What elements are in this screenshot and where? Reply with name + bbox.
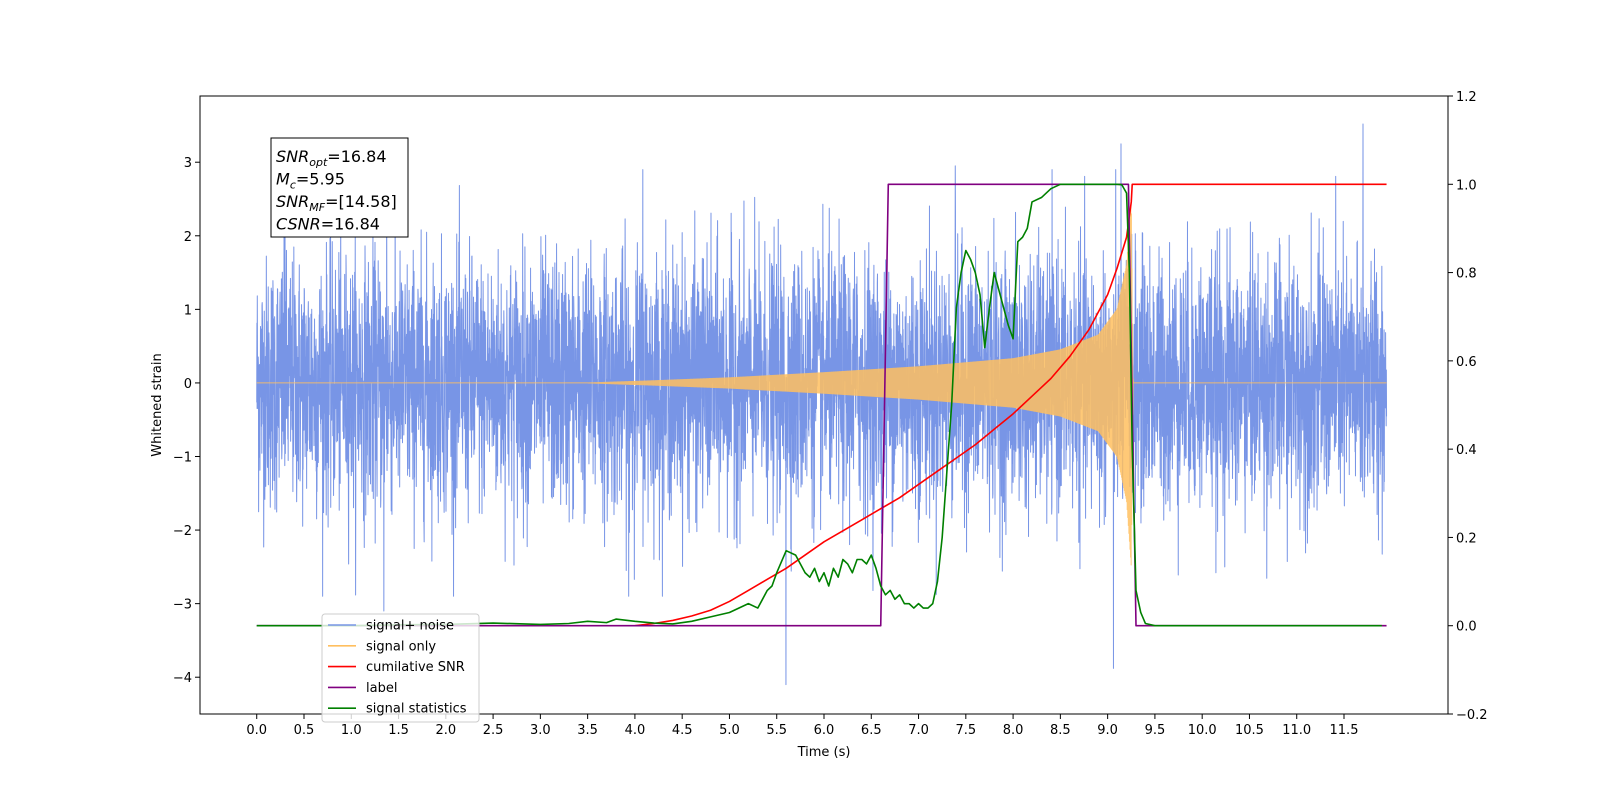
legend-entry: signal statistics: [366, 702, 467, 717]
y-tick-label: −1: [173, 451, 192, 466]
info-value: =16.84: [321, 215, 380, 234]
x-tick-label: 5.0: [719, 723, 740, 738]
series-layer: [256, 123, 1388, 686]
series-signal-only: [256, 204, 1387, 566]
info-base: M: [276, 170, 290, 189]
y2-tick-label: 0.8: [1456, 267, 1477, 282]
x-axis-label: Time (s): [797, 745, 851, 760]
x-tick-label: 7.0: [908, 723, 929, 738]
series-cumilative-snr: [634, 183, 1387, 627]
y-tick-label: −4: [173, 671, 192, 686]
y-axis-label: Whitened strain: [150, 353, 165, 456]
info-sub: opt: [309, 156, 328, 169]
y2-tick-label: 0.4: [1456, 443, 1477, 458]
x-tick-label: 6.0: [814, 723, 835, 738]
x-tick-label: 4.0: [625, 723, 646, 738]
info-value: =16.84: [327, 147, 386, 166]
x-tick-label: 11.5: [1330, 723, 1359, 738]
info-sub: MF: [309, 201, 325, 214]
x-tick-label: 1.5: [388, 723, 409, 738]
legend-entry: signal+ noise: [366, 619, 454, 634]
x-tick-label: 8.0: [1003, 723, 1024, 738]
x-tick-label: 5.5: [766, 723, 787, 738]
y-axis-right: 1.2 1.0 0.8 0.6 0.4 0.2 0.0 −0.2: [1448, 90, 1488, 723]
info-base: CSNR: [276, 215, 321, 234]
y-tick-label: 1: [184, 303, 192, 318]
y-tick-label: −2: [173, 524, 192, 539]
legend-entry: signal only: [366, 639, 436, 654]
x-tick-label: 2.5: [483, 723, 504, 738]
x-tick-label: 3.0: [530, 723, 551, 738]
y-tick-label: 0: [184, 377, 192, 392]
info-value: =5.95: [296, 170, 345, 189]
x-tick-label: 1.0: [341, 723, 362, 738]
x-tick-label: 4.5: [672, 723, 693, 738]
y2-tick-label: 1.0: [1456, 178, 1477, 193]
x-tick-label: 0.5: [294, 723, 315, 738]
series-signal-noise: [256, 123, 1388, 686]
legend-frame: [321, 613, 480, 723]
x-tick-label: 8.5: [1050, 723, 1071, 738]
y2-tick-label: 0.2: [1456, 531, 1477, 546]
info-base: SNR: [276, 192, 309, 211]
x-axis: 0.0 0.5 1.0 1.5 2.0 2.5 3.0 3.5 4.0 4.5 5.0 5.5 6.0 6…: [246, 714, 1358, 738]
info-line: SNRopt=16.84: [276, 147, 387, 169]
series-signal-statistics: [256, 183, 1382, 627]
info-value: =[14.58]: [325, 192, 397, 211]
x-tick-label: 9.5: [1145, 723, 1166, 738]
x-tick-label: 9.0: [1097, 723, 1118, 738]
legend-entry: cumilative SNR: [366, 660, 465, 675]
y-tick-label: −3: [173, 598, 192, 613]
x-tick-label: 11.0: [1282, 723, 1311, 738]
x-tick-label: 10.5: [1235, 723, 1264, 738]
x-tick-label: 6.5: [861, 723, 882, 738]
info-line: CSNR=16.84: [276, 215, 380, 234]
y2-tick-label: 0.0: [1456, 620, 1477, 635]
info-box: SNRopt=16.84Mc=5.95SNRMF=[14.58]CSNR=16.…: [270, 137, 409, 238]
x-tick-label: 7.5: [955, 723, 976, 738]
y-axis-left: 3 2 1 0 −1 −2 −3 −4: [173, 156, 200, 686]
legend-entry: label: [366, 681, 397, 696]
y-tick-label: 3: [184, 156, 192, 171]
info-line: SNRMF=[14.58]: [276, 192, 397, 214]
x-tick-label: 3.5: [577, 723, 598, 738]
y2-tick-label: 0.6: [1456, 355, 1477, 370]
x-tick-label: 10.0: [1188, 723, 1217, 738]
info-line: Mc=5.95: [276, 170, 345, 192]
info-base: SNR: [276, 147, 309, 166]
y2-tick-label: 1.2: [1456, 90, 1477, 105]
info-box-frame: [270, 137, 409, 238]
x-tick-label: 2.0: [435, 723, 456, 738]
legend: signal+ noise signal only cumilative SNR la…: [321, 613, 480, 723]
y-tick-label: 2: [184, 230, 192, 245]
info-sub: c: [290, 179, 296, 192]
x-tick-label: 0.0: [246, 723, 267, 738]
y2-tick-label: −0.2: [1456, 708, 1488, 723]
